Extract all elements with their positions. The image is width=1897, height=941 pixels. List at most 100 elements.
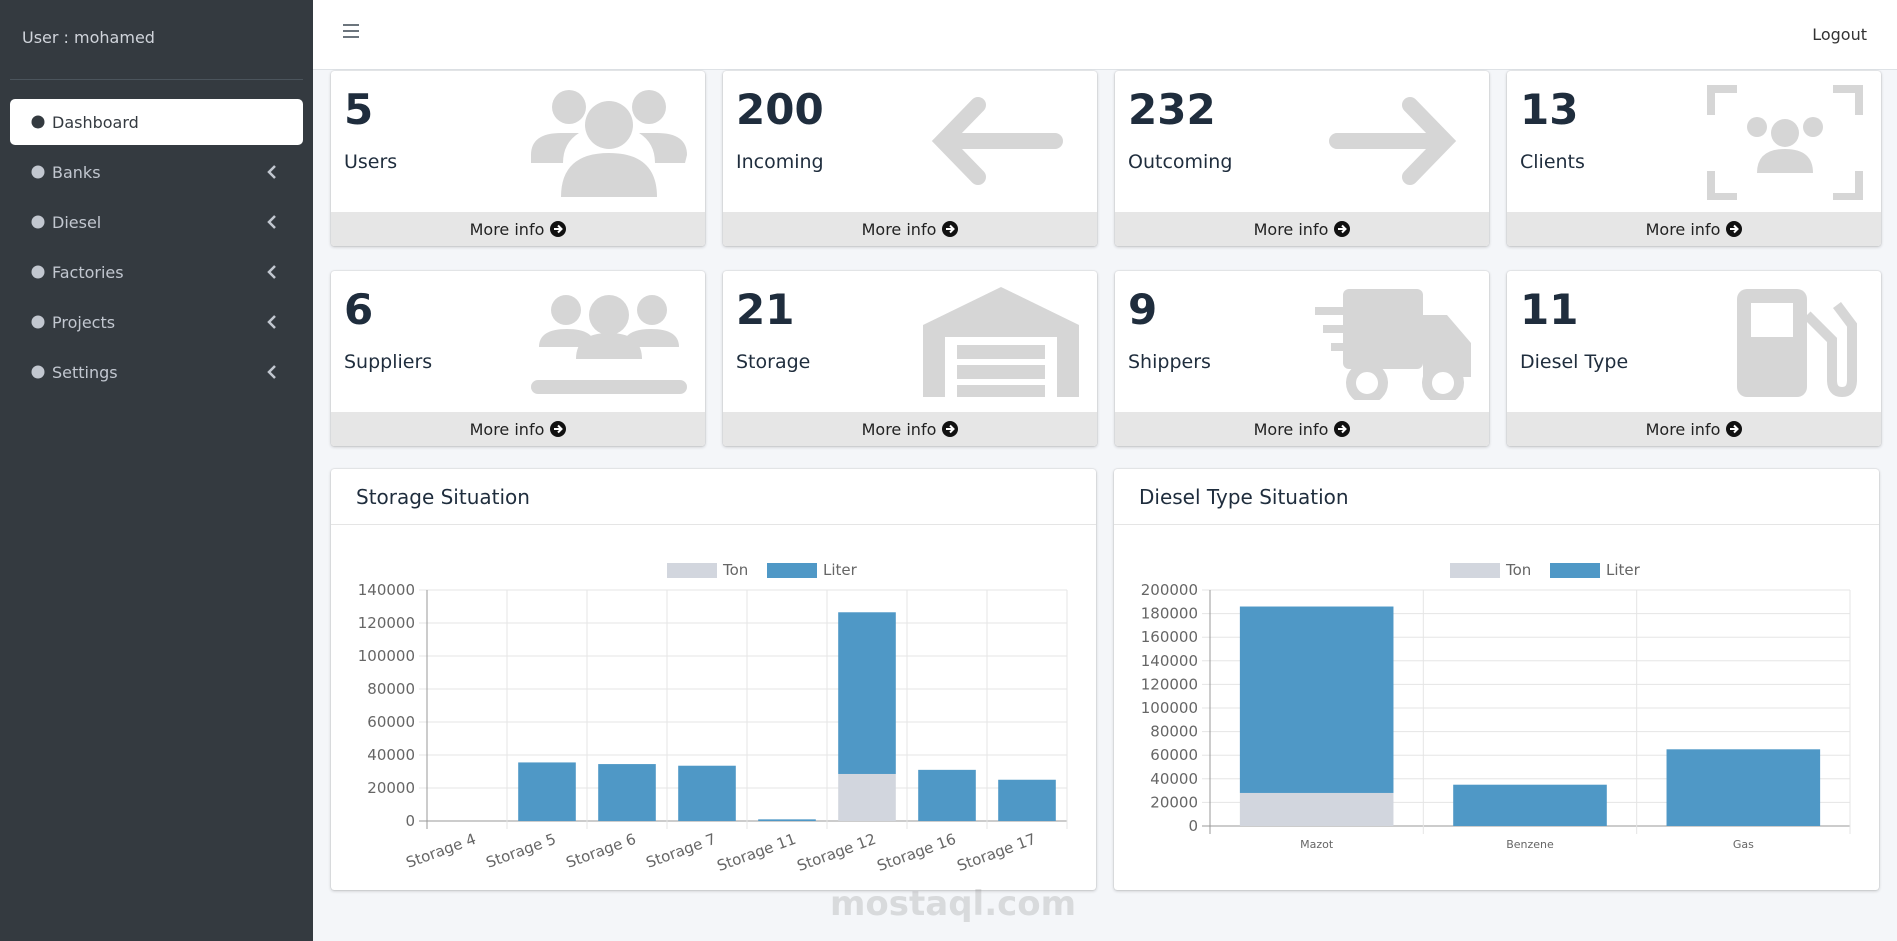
y-tick-label: 140000 (1141, 652, 1198, 670)
x-tick-label: Storage 12 (795, 830, 879, 875)
more-info-label: More info (1253, 419, 1329, 439)
y-tick-label: 80000 (1150, 723, 1198, 741)
more-info-label: More info (469, 419, 545, 439)
menu-label: Settings (52, 362, 118, 382)
x-tick-label: Storage 6 (564, 830, 639, 872)
card-icon (1737, 289, 1857, 398)
more-info[interactable]: More info (1115, 212, 1489, 246)
chart-panel: Storage Situation Ton Liter 0 20000 40000 600… (331, 469, 1096, 890)
user-name: User : mohamed (22, 28, 155, 47)
panel-title: Storage Situation (331, 469, 1096, 525)
menu-item[interactable]: Factories (10, 249, 303, 295)
watermark: mostaql.com (830, 884, 1077, 924)
y-tick-label: 140000 (358, 581, 415, 599)
x-tick-label: Storage 17 (955, 830, 1039, 875)
menu-label: Diesel (52, 212, 102, 232)
y-tick-label: 0 (405, 812, 415, 830)
separator (10, 79, 303, 80)
card-value: 9 (1128, 285, 1158, 334)
menu-label: Banks (52, 162, 101, 182)
chevron (267, 215, 276, 229)
arrow-icon (942, 421, 959, 437)
card-icon (1707, 85, 1863, 200)
more-info-label: More info (1253, 219, 1329, 239)
menu-item[interactable]: Diesel (10, 199, 303, 245)
more-info[interactable]: More info (331, 412, 705, 446)
card-icon (923, 287, 1079, 397)
menu-item[interactable]: Settings (10, 349, 303, 395)
more-info-label: More info (469, 219, 545, 239)
menu-icon (31, 165, 45, 179)
y-tick-label: 180000 (1141, 605, 1198, 623)
more-info[interactable]: More info (1507, 412, 1881, 446)
menu-item[interactable]: Projects (10, 299, 303, 345)
sidebar: User : mohamed Dashboard Banks Diesel Facto… (0, 0, 313, 941)
info-card: 232 Outcoming More info (1115, 71, 1489, 246)
legend-label: Ton (722, 561, 748, 579)
panel-title: Diesel Type Situation (1114, 469, 1879, 525)
bar-segment (758, 819, 816, 821)
info-card: 6 Suppliers More info (331, 271, 705, 446)
card-icon (531, 90, 687, 197)
y-tick-label: 100000 (1141, 699, 1198, 717)
bar-segment (838, 773, 896, 821)
x-tick-label: Storage 16 (875, 830, 959, 875)
more-info[interactable]: More info (1507, 212, 1881, 246)
card-value: 13 (1520, 85, 1579, 134)
arrow-icon (1726, 221, 1743, 237)
card-icon (931, 97, 1063, 185)
more-info[interactable]: More info (723, 412, 1097, 446)
menu-item[interactable]: Banks (10, 149, 303, 195)
arrow-icon (550, 421, 567, 437)
bar-segment (518, 762, 576, 821)
card-value: 21 (736, 285, 795, 334)
arrow-icon (1726, 421, 1743, 437)
more-info-label: More info (1645, 219, 1721, 239)
card-label: Incoming (736, 151, 824, 173)
y-tick-label: 20000 (1150, 793, 1198, 811)
x-tick-label: Storage 11 (715, 830, 799, 875)
bar-segment (1666, 749, 1821, 826)
card-value: 5 (344, 85, 374, 134)
menu-icon (31, 365, 45, 379)
info-card: 9 Shippers More info (1115, 271, 1489, 446)
y-tick-label: 60000 (1150, 746, 1198, 764)
bar-segment (678, 765, 736, 821)
card-value: 11 (1520, 285, 1579, 334)
y-tick-label: 40000 (1150, 770, 1198, 788)
x-tick-label: Storage 4 (404, 830, 479, 872)
arrow-icon (550, 221, 567, 237)
menu-item[interactable]: Dashboard (10, 99, 303, 145)
menu-icon (31, 215, 45, 229)
card-label: Clients (1520, 151, 1585, 173)
bar-segment (918, 769, 976, 821)
more-info[interactable]: More info (723, 212, 1097, 246)
bar-segment (1239, 606, 1394, 793)
chevron (267, 265, 276, 279)
card-label: Users (344, 151, 398, 173)
logout-link[interactable]: Logout (1812, 25, 1867, 44)
y-tick-label: 120000 (358, 614, 415, 632)
x-tick-label: Benzene (1506, 838, 1554, 851)
legend-swatch (767, 563, 817, 578)
chevron (267, 365, 276, 379)
arrow-icon (1334, 221, 1351, 237)
menu-toggle[interactable] (343, 24, 359, 38)
chart-panel: Diesel Type Situation Ton Liter 0 20000 4000… (1114, 469, 1879, 890)
more-info-label: More info (1645, 419, 1721, 439)
y-tick-label: 100000 (358, 647, 415, 665)
menu-label: Factories (52, 262, 124, 282)
more-info-label: More info (861, 419, 937, 439)
chevron (267, 315, 276, 329)
x-tick-label: Mazot (1300, 838, 1334, 851)
bar-segment (998, 779, 1056, 821)
more-info[interactable]: More info (331, 212, 705, 246)
y-tick-label: 200000 (1141, 581, 1198, 599)
menu-icon (31, 115, 45, 129)
legend-label: Liter (823, 561, 858, 579)
y-tick-label: 20000 (367, 779, 415, 797)
card-label: Suppliers (344, 351, 433, 373)
card-icon (1315, 289, 1471, 400)
more-info[interactable]: More info (1115, 412, 1489, 446)
